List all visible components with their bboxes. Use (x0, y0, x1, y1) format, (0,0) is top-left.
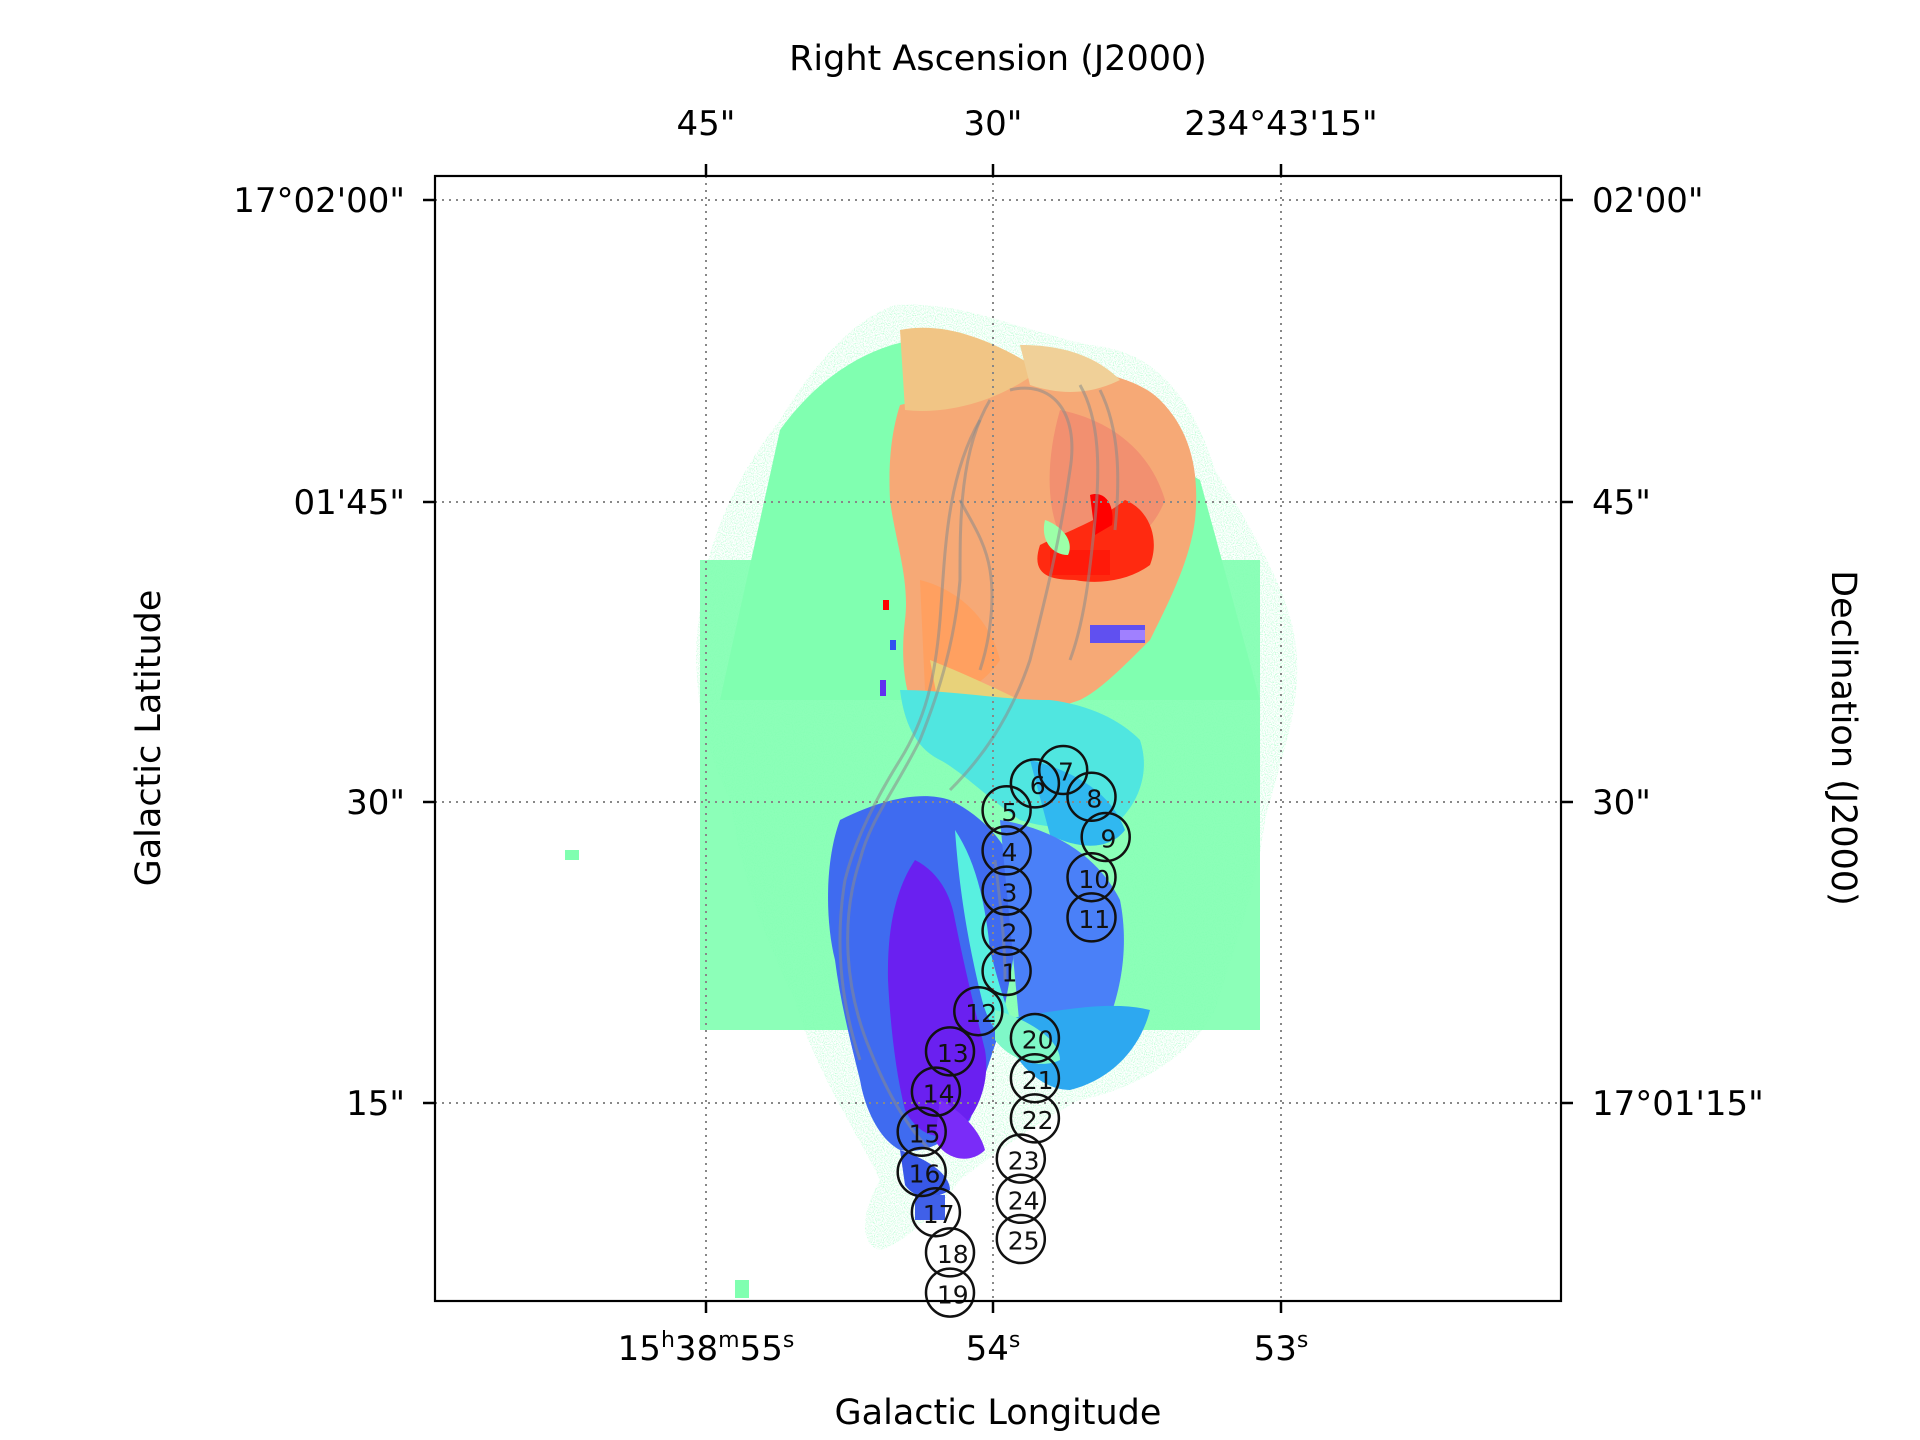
plot-frame (433, 174, 1563, 1303)
region-circle-7 (1037, 744, 1089, 796)
region-circle-13 (924, 1026, 976, 1077)
right-tick-label-4: 17°01'15" (1592, 1084, 1764, 1124)
right-axis-title: Declination (J2000) (1823, 570, 1863, 906)
region-label-9: 9 (1101, 825, 1117, 854)
region-label-22: 22 (1022, 1106, 1054, 1135)
region-circle-22 (1009, 1093, 1061, 1144)
region-circle-23 (995, 1133, 1047, 1184)
region-label-25: 25 (1008, 1227, 1040, 1256)
region-circle-20 (1009, 1012, 1061, 1064)
region-circle-8 (1066, 771, 1117, 823)
region-circle-24 (995, 1173, 1047, 1225)
intensity-contours (838, 384, 1120, 1152)
left-tick-label-2: 01'45" (293, 483, 405, 523)
region-circle-1 (981, 945, 1032, 997)
region-circle-10 (1066, 851, 1117, 903)
top-axis-title: Right Ascension (J2000) (789, 39, 1207, 79)
map-violet-ridge (887, 860, 987, 1137)
region-circle-5 (981, 784, 1032, 836)
region-label-16: 16 (909, 1160, 941, 1189)
right-tick-label-2: 45" (1592, 483, 1651, 523)
region-circle-21 (1009, 1052, 1061, 1104)
region-label-5: 5 (1001, 798, 1017, 827)
region-label-21: 21 (1022, 1066, 1054, 1095)
region-circle-9 (1080, 811, 1131, 863)
region-circle-4 (981, 825, 1032, 876)
region-label-6: 6 (1030, 771, 1046, 800)
region-label-7: 7 (1058, 758, 1074, 787)
top-tick-label-1: 45" (677, 104, 736, 144)
left-tick-label-3: 30" (346, 783, 405, 823)
top-tick-label-2: 30" (964, 104, 1023, 144)
region-label-18: 18 (937, 1240, 969, 1269)
region-circle-16 (896, 1146, 947, 1198)
region-circle-19 (924, 1267, 976, 1318)
region-label-15: 15 (909, 1120, 941, 1149)
region-circle-14 (910, 1066, 962, 1117)
region-label-12: 12 (965, 999, 997, 1028)
right-tick-label-1: 02'00" (1592, 181, 1704, 221)
left-tick-label-4: 15" (346, 1084, 405, 1124)
region-label-2: 2 (1001, 919, 1017, 948)
bottom-tick-label-2: 54s (966, 1328, 1021, 1369)
bottom-tick-label-1: 15h38m55s (618, 1328, 795, 1369)
region-label-8: 8 (1086, 785, 1102, 814)
region-circle-25 (995, 1213, 1047, 1265)
region-circle-15 (896, 1106, 947, 1158)
region-label-20: 20 (1022, 1026, 1054, 1055)
region-label-4: 4 (1001, 838, 1017, 867)
grid (435, 176, 1561, 1301)
region-label-13: 13 (937, 1039, 969, 1068)
region-circle-6 (1009, 758, 1061, 809)
left-tick-label-1: 17°02'00" (233, 181, 405, 221)
region-label-17: 17 (923, 1200, 955, 1229)
region-circle-3 (981, 865, 1032, 916)
bottom-axis-title: Galactic Longitude (835, 1393, 1162, 1433)
region-circle-12 (953, 985, 1004, 1037)
region-label-23: 23 (1008, 1146, 1040, 1175)
left-axis-title: Galactic Latitude (129, 590, 169, 887)
region-circle-17 (910, 1186, 962, 1238)
region-circle-2 (981, 905, 1032, 957)
region-label-24: 24 (1008, 1187, 1040, 1216)
region-label-11: 11 (1078, 905, 1110, 934)
region-label-1: 1 (1001, 959, 1017, 988)
region-circle-11 (1066, 892, 1117, 943)
region-label-14: 14 (923, 1079, 955, 1108)
axis-ticks (423, 164, 1573, 1313)
top-tick-label-3: 234°43'15" (1184, 104, 1377, 144)
region-label-3: 3 (1001, 878, 1017, 907)
bottom-tick-label-3: 53s (1254, 1328, 1309, 1369)
region-label-10: 10 (1078, 865, 1110, 894)
right-tick-label-3: 30" (1592, 783, 1651, 823)
region-circle-18 (924, 1227, 976, 1278)
region-label-19: 19 (937, 1280, 969, 1309)
